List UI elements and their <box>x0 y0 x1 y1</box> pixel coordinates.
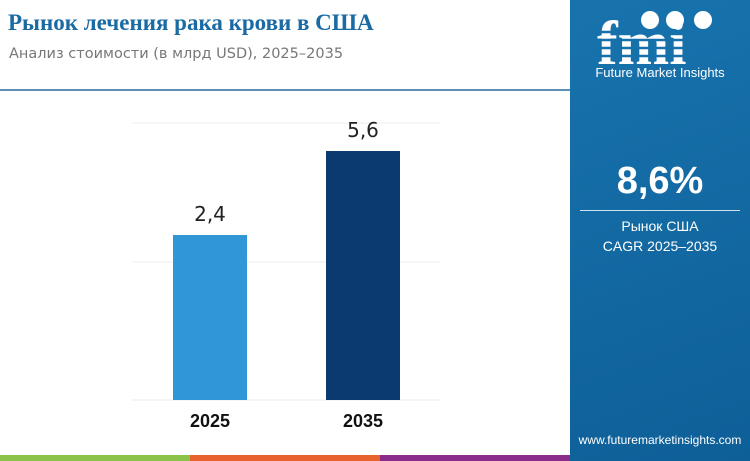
footer-stripe-green <box>0 455 190 461</box>
chart-subtitle: Анализ стоимости (в млрд USD), 2025–2035 <box>9 46 344 62</box>
divider <box>0 89 570 91</box>
data-label: 2,4 <box>194 202 226 226</box>
cagr-label-market: Рынок США <box>621 218 699 234</box>
footer-stripe-orange <box>190 455 380 461</box>
data-label: 5,6 <box>347 118 379 142</box>
website-link[interactable]: www.futuremarketinsights.com <box>578 433 742 447</box>
bar-chart: 2,4 2025 5,6 2035 <box>132 118 440 431</box>
x-tick-label: 2025 <box>190 411 230 431</box>
cagr-label-period: CAGR 2025–2035 <box>602 238 718 254</box>
footer-stripe-purple <box>380 455 570 461</box>
brand-name: Future Market Insights <box>595 65 725 80</box>
fmi-logo: fmi <box>595 10 725 68</box>
chart-title: Рынок лечения рака крови в США <box>8 10 374 35</box>
bar-2025 <box>173 235 247 400</box>
bar-2035 <box>326 151 400 400</box>
divider <box>580 210 740 211</box>
sidebar-panel: fmi Future Market Insights 8,6% Рынок СШ… <box>570 0 750 461</box>
cagr-value: 8,6% <box>616 160 704 202</box>
x-tick-label: 2035 <box>343 411 383 431</box>
